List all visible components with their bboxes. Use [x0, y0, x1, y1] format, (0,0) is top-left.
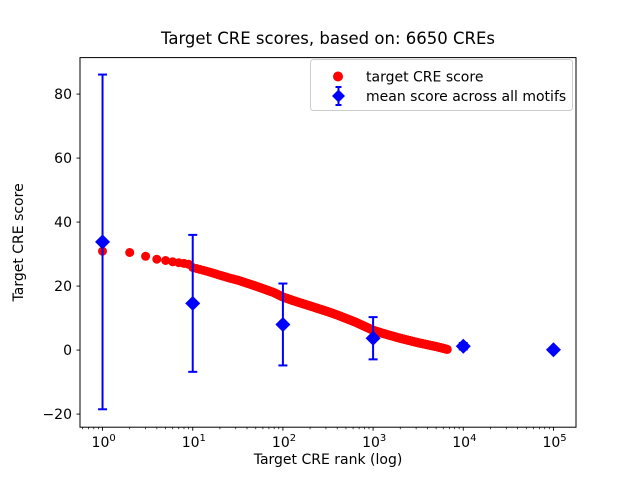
legend-marker-diamond-errorbar-icon [332, 86, 345, 106]
plot-area [79, 57, 577, 428]
diamond-marker [275, 316, 291, 332]
y-tick-label: −20 [42, 407, 72, 423]
y-tick-label: 40 [54, 215, 72, 231]
mean-score-errorbar-point [545, 342, 561, 358]
x-tick-label: 101 [182, 433, 206, 451]
diamond-marker [185, 295, 201, 311]
x-tick-label: 100 [92, 433, 116, 451]
x-tick-label: 105 [542, 433, 566, 451]
y-tick-label: 0 [63, 343, 72, 359]
red-data-point [161, 256, 171, 265]
mean-score-errorbar-point [365, 316, 381, 361]
x-axis-label: Target CRE rank (log) [253, 452, 403, 468]
red-data-point [141, 251, 151, 261]
diamond-marker [545, 342, 561, 358]
diamond-marker [455, 338, 471, 354]
chart-title: Target CRE scores, based on: 6650 CREs [160, 29, 495, 48]
x-tick-label: 102 [272, 433, 296, 451]
mean-score-errorbar-point [95, 73, 111, 411]
diamond-marker [365, 330, 381, 346]
series-mean-score-errorbars [95, 73, 561, 411]
axis-ticks: 100 101 102 103 104 105 −20 0 20 40 60 80 [42, 87, 566, 451]
y-tick-label: 80 [54, 87, 72, 103]
legend-entry-mean-score: mean score across all motifs [366, 89, 566, 105]
y-tick-label: 20 [54, 279, 72, 295]
y-axis-label: Target CRE score [11, 183, 27, 302]
legend-entry-target-cre-score: target CRE score [366, 70, 483, 86]
red-data-point [152, 254, 162, 264]
x-tick-label: 104 [452, 433, 476, 451]
y-tick-label: 60 [54, 151, 72, 167]
legend-marker-circle-icon [333, 71, 343, 82]
mean-score-errorbar-point [455, 338, 471, 354]
legend: target CRE score mean score across all m… [310, 59, 573, 111]
series-target-cre-score [98, 246, 452, 354]
red-data-point [442, 344, 452, 354]
mean-score-errorbar-point [275, 282, 291, 367]
mean-score-errorbar-point [185, 233, 201, 373]
red-data-point [125, 248, 135, 257]
x-tick-label: 103 [362, 433, 386, 451]
legend-box [310, 59, 573, 111]
diamond-marker [95, 234, 111, 250]
